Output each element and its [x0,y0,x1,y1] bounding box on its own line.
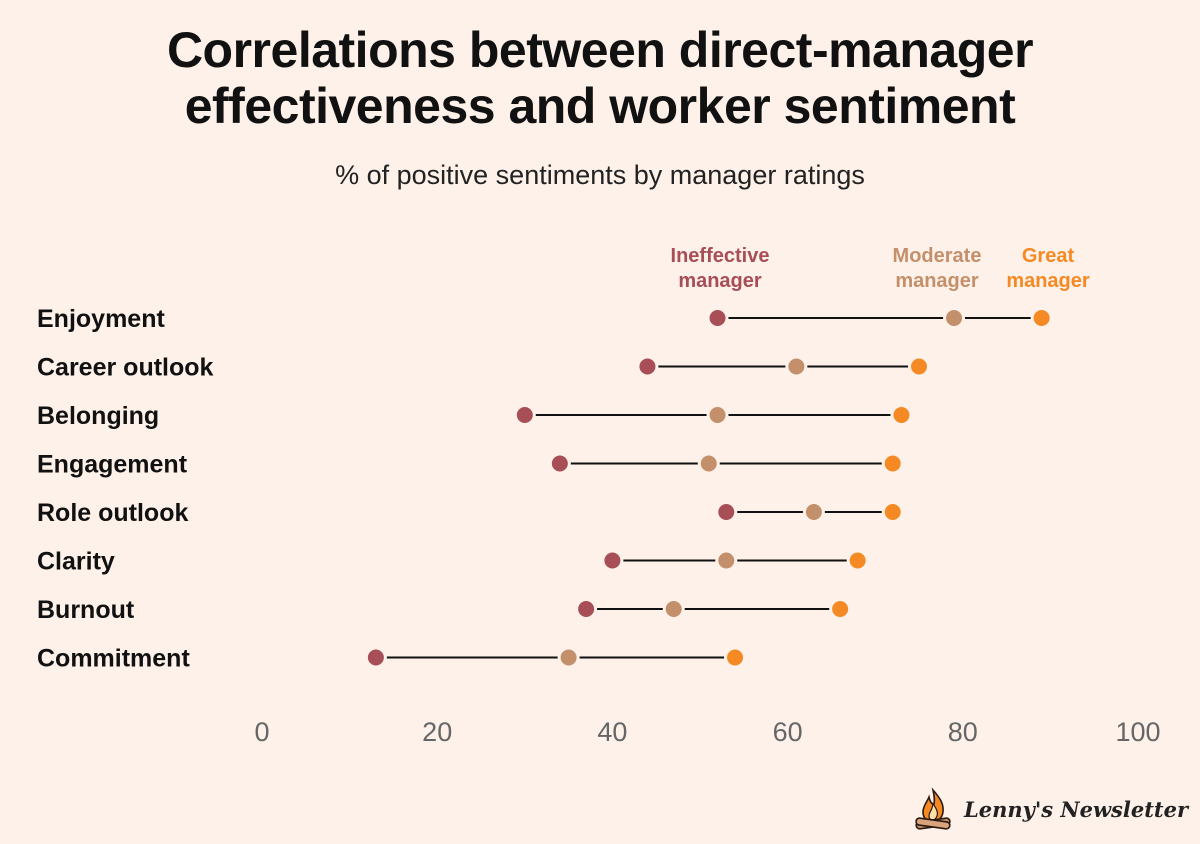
dot-ineffective-role-outlook [715,501,738,523]
x-axis: 0 20 40 60 80 100 [254,717,1160,747]
dot-moderate-career-outlook [785,355,808,378]
row-career-outlook: Career outlook [37,354,930,382]
dot-great-clarity [846,549,869,572]
x-tick-label-100: 100 [1115,717,1160,747]
dot-great-enjoyment [1030,307,1053,329]
category-label-clarity: Clarity [37,548,115,576]
legend-great-line-1: Great [1022,245,1075,267]
dot-moderate-burnout [662,598,685,620]
category-label-burnout: Burnout [37,596,135,624]
dot-ineffective-belonging [513,404,536,426]
legend-ineffective-line-2: manager [678,270,762,292]
chart-title-line-1: Correlations between direct-manager [166,22,1034,78]
dot-moderate-engagement [697,452,720,475]
row-commitment: Commitment [37,645,747,673]
dot-ineffective-burnout [575,598,598,620]
dot-moderate-role-outlook [802,501,825,523]
dot-moderate-clarity [715,549,738,572]
row-belonging: Belonging [37,402,913,430]
category-label-enjoyment: Enjoyment [37,305,165,333]
dot-great-role-outlook [881,501,904,523]
row-burnout: Burnout [37,596,852,624]
data-rows: Enjoyment Career outlook Belonging Engageme… [37,305,1053,673]
legend-ineffective-line-1: Ineffective [671,245,770,267]
x-tick-label-40: 40 [597,717,627,747]
dot-moderate-belonging [706,404,729,426]
x-tick-label-0: 0 [254,717,269,747]
dot-great-career-outlook [908,355,930,378]
x-tick-label-20: 20 [422,717,452,747]
x-tick-label-60: 60 [773,717,803,747]
category-label-belonging: Belonging [37,402,159,430]
dot-great-commitment [724,646,747,669]
dot-ineffective-enjoyment [706,307,729,329]
category-label-commitment: Commitment [37,645,190,673]
brand-name: Lenny's Newsletter [964,796,1189,822]
dot-ineffective-clarity [601,549,624,572]
dot-ineffective-career-outlook [636,355,659,378]
category-label-engagement: Engagement [37,451,188,479]
category-label-role-outlook: Role outlook [37,499,188,527]
category-label-career-outlook: Career outlook [37,354,214,382]
legend-great-line-2: manager [1006,270,1090,292]
row-role-outlook: Role outlook [37,499,904,527]
legend-moderate-line-1: Moderate [893,245,982,267]
legend: Ineffective manager Moderate manager Gre… [671,245,1090,292]
dot-ineffective-engagement [548,452,571,475]
dot-moderate-commitment [557,646,580,669]
dot-great-engagement [881,452,904,475]
chart-subtitle: % of positive sentiments by manager rati… [335,160,865,190]
row-engagement: Engagement [37,451,904,479]
row-clarity: Clarity [37,548,869,576]
dot-moderate-enjoyment [943,307,966,329]
dot-great-belonging [890,404,913,426]
legend-moderate-line-2: manager [895,270,979,292]
dot-great-burnout [829,598,852,620]
x-tick-label-80: 80 [948,717,978,747]
row-enjoyment: Enjoyment [37,305,1053,333]
chart-title: Correlations between direct-manager effe… [0,22,1200,134]
chart-title-line-2: effectiveness and worker sentiment [184,78,1016,134]
dot-ineffective-commitment [364,646,387,669]
brand: Lenny's Newsletter [910,784,1188,834]
campfire-logo-icon [915,787,951,830]
